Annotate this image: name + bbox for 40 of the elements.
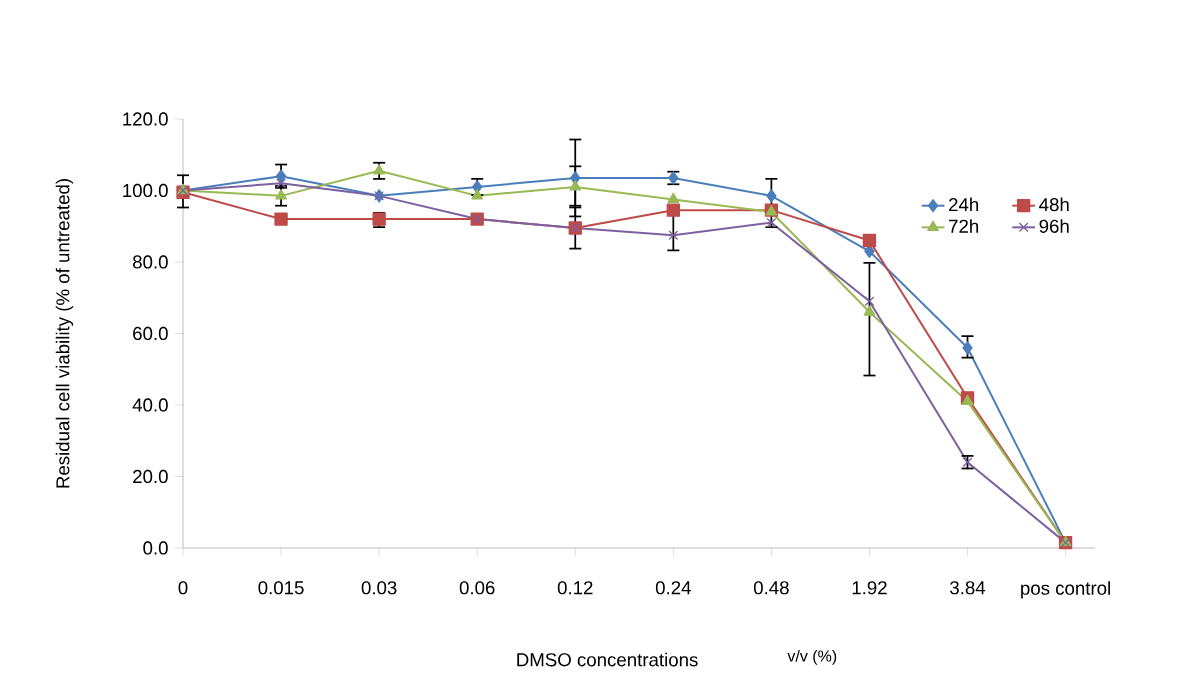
- point: [766, 189, 777, 203]
- point: [471, 189, 484, 200]
- text: v/v (%): [787, 649, 837, 665]
- legend-label: 48h: [1039, 197, 1069, 212]
- y-tick-label: 0.0: [143, 541, 168, 555]
- x-tick-label: 0.06: [459, 581, 495, 595]
- point: [864, 296, 875, 307]
- y-tick-label: 120.0: [123, 112, 168, 126]
- point: [863, 305, 876, 316]
- x-tick-label: 0: [178, 581, 188, 595]
- point: [766, 217, 777, 228]
- point: [667, 192, 680, 204]
- point: [666, 203, 680, 217]
- point: [275, 169, 287, 183]
- y-tick-label: 80.0: [133, 255, 168, 269]
- y-tick-label: 40.0: [132, 398, 168, 412]
- point: [668, 230, 679, 241]
- x-axis-title: DMSO concentrations: [517, 652, 698, 667]
- point: [276, 178, 286, 189]
- x-tick-label: 0.015: [258, 581, 304, 595]
- y-axis-title: Residual cell viability (% of untreated): [55, 179, 74, 488]
- legend-label: 96h: [1039, 219, 1069, 233]
- x-tick-label: 0.03: [361, 581, 397, 595]
- x-tick-label: 0.48: [753, 581, 789, 595]
- x-tick-label: 0.12: [557, 581, 593, 595]
- y-tick-label: 20.0: [133, 469, 168, 484]
- x-tick-label: 1.92: [852, 581, 887, 595]
- point: [862, 233, 877, 248]
- y-tick-label: 60.0: [133, 326, 168, 341]
- point: [274, 212, 288, 226]
- point: [275, 189, 287, 200]
- legend-label: 24h: [949, 197, 979, 212]
- x-tick-label: pos control: [1021, 581, 1110, 599]
- x-tick-label: 0.24: [655, 581, 691, 595]
- point: [569, 180, 582, 191]
- y-tick-label: 100.0: [123, 183, 168, 198]
- x-tick-label: 3.84: [950, 581, 986, 595]
- point: [373, 164, 385, 175]
- point: [962, 341, 973, 355]
- legend-label: 72h: [949, 219, 979, 233]
